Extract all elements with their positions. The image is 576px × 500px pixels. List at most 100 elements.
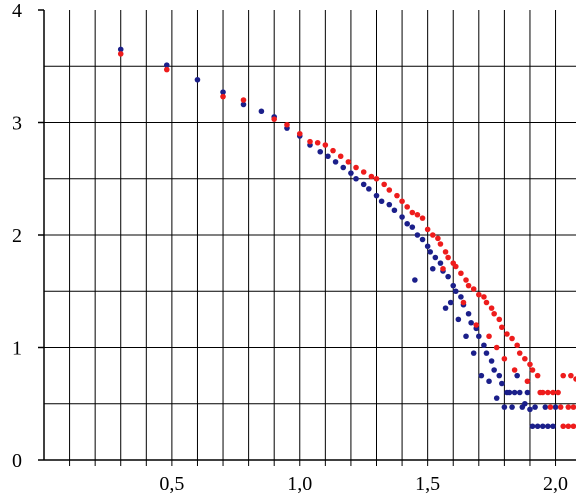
data-point-series-2 bbox=[440, 265, 446, 272]
data-point-series-2 bbox=[404, 204, 410, 210]
data-point-series-2 bbox=[511, 367, 518, 373]
data-point-series-1 bbox=[465, 310, 472, 317]
data-point-series-2 bbox=[493, 344, 500, 351]
data-point-series-2 bbox=[345, 159, 352, 165]
data-points bbox=[117, 46, 576, 430]
data-point-series-2 bbox=[524, 378, 531, 385]
data-point-series-1 bbox=[534, 423, 541, 430]
data-point-series-2 bbox=[465, 282, 472, 289]
data-point-series-2 bbox=[529, 367, 536, 373]
data-point-series-1 bbox=[419, 236, 426, 243]
data-point-series-2 bbox=[240, 97, 247, 103]
x-tick-label: 1,5 bbox=[415, 473, 440, 495]
data-point-series-1 bbox=[437, 260, 444, 266]
data-point-series-1 bbox=[455, 316, 462, 323]
data-point-series-2 bbox=[399, 198, 405, 205]
data-point-series-2 bbox=[460, 299, 467, 306]
data-point-series-2 bbox=[424, 226, 431, 233]
data-point-series-1 bbox=[550, 423, 556, 430]
data-point-series-2 bbox=[555, 389, 561, 396]
data-point-series-1 bbox=[493, 395, 500, 401]
data-point-series-2 bbox=[504, 331, 510, 337]
data-point-series-2 bbox=[386, 187, 393, 193]
data-point-series-2 bbox=[435, 235, 441, 242]
data-point-series-1 bbox=[539, 423, 546, 430]
data-point-series-2 bbox=[463, 277, 469, 283]
data-point-series-1 bbox=[442, 305, 449, 311]
data-point-series-2 bbox=[514, 342, 520, 349]
data-point-series-1 bbox=[483, 350, 490, 356]
data-point-series-2 bbox=[337, 153, 344, 160]
data-point-series-2 bbox=[488, 305, 495, 311]
data-point-series-2 bbox=[458, 270, 464, 277]
data-point-series-2 bbox=[516, 350, 523, 356]
y-tick-label: 3 bbox=[12, 113, 22, 135]
grid bbox=[38, 9, 576, 466]
data-point-series-2 bbox=[570, 423, 576, 430]
data-point-series-2 bbox=[419, 215, 426, 221]
data-point-series-1 bbox=[399, 214, 405, 220]
data-point-series-1 bbox=[458, 294, 464, 300]
data-point-series-1 bbox=[499, 380, 505, 387]
data-point-series-1 bbox=[532, 404, 538, 410]
data-point-series-1 bbox=[527, 406, 533, 413]
data-point-series-1 bbox=[488, 358, 495, 364]
data-point-series-2 bbox=[220, 93, 226, 100]
data-point-series-1 bbox=[414, 232, 421, 238]
data-point-series-2 bbox=[501, 355, 508, 362]
data-point-series-2 bbox=[573, 376, 576, 382]
data-point-series-2 bbox=[437, 241, 444, 247]
data-point-series-1 bbox=[481, 342, 487, 349]
data-point-series-1 bbox=[529, 423, 536, 430]
data-point-series-1 bbox=[427, 249, 434, 255]
data-point-series-1 bbox=[432, 254, 439, 261]
data-point-series-1 bbox=[163, 62, 170, 68]
data-point-series-2 bbox=[445, 254, 451, 261]
x-tick-label: 1,0 bbox=[287, 473, 312, 495]
data-point-series-1 bbox=[353, 175, 359, 182]
data-point-series-2 bbox=[476, 291, 482, 298]
data-point-series-2 bbox=[550, 389, 556, 396]
data-point-series-1 bbox=[478, 372, 485, 379]
data-point-series-2 bbox=[442, 249, 449, 255]
data-point-series-2 bbox=[565, 404, 572, 410]
data-point-series-1 bbox=[258, 108, 265, 115]
data-point-series-2 bbox=[537, 389, 543, 396]
data-point-series-2 bbox=[570, 404, 576, 410]
data-point-series-2 bbox=[565, 423, 572, 430]
data-point-series-1 bbox=[445, 273, 451, 280]
data-point-series-2 bbox=[547, 404, 554, 410]
data-point-series-1 bbox=[516, 389, 523, 396]
data-point-series-1 bbox=[391, 207, 398, 214]
data-point-series-1 bbox=[404, 220, 410, 227]
data-point-series-1 bbox=[378, 198, 385, 205]
data-point-series-1 bbox=[524, 389, 531, 396]
data-point-series-2 bbox=[409, 209, 416, 216]
data-point-series-2 bbox=[284, 121, 290, 128]
data-point-series-2 bbox=[307, 138, 313, 145]
data-point-series-1 bbox=[373, 192, 380, 199]
data-point-series-2 bbox=[373, 175, 380, 182]
x-tick-label: 0,5 bbox=[159, 473, 184, 495]
data-point-series-1 bbox=[463, 333, 469, 340]
data-point-series-2 bbox=[117, 51, 124, 57]
data-point-series-1 bbox=[501, 404, 508, 410]
y-tick-label: 4 bbox=[12, 0, 22, 22]
data-point-series-1 bbox=[325, 153, 331, 160]
data-point-series-2 bbox=[314, 139, 321, 146]
data-point-series-1 bbox=[452, 288, 459, 295]
data-point-series-2 bbox=[568, 372, 574, 379]
data-point-series-1 bbox=[220, 89, 226, 95]
data-point-series-1 bbox=[552, 404, 559, 410]
data-point-series-1 bbox=[470, 350, 477, 356]
data-point-series-1 bbox=[468, 319, 474, 326]
data-point-series-1 bbox=[332, 159, 339, 165]
data-point-series-1 bbox=[340, 164, 347, 171]
data-point-series-2 bbox=[452, 263, 459, 270]
data-point-series-2 bbox=[414, 211, 421, 218]
data-point-series-2 bbox=[470, 286, 477, 292]
data-point-series-2 bbox=[481, 294, 487, 300]
data-point-series-1 bbox=[545, 423, 551, 430]
data-point-series-2 bbox=[496, 316, 503, 323]
